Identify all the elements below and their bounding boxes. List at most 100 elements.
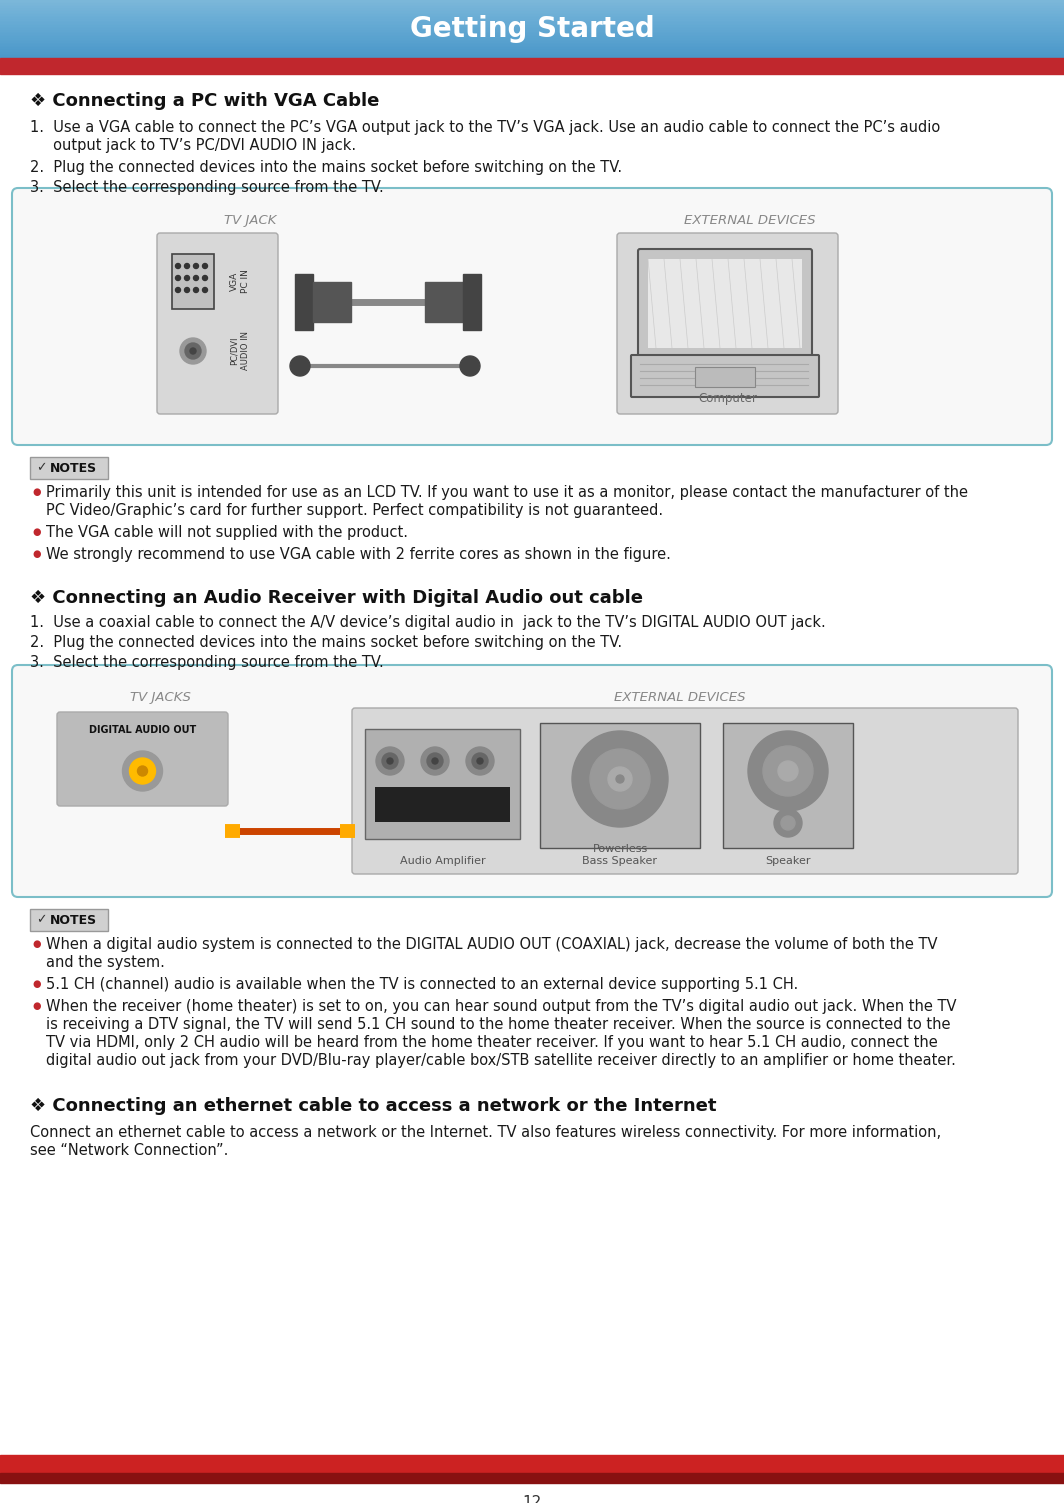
Circle shape bbox=[376, 747, 404, 776]
Bar bbox=[295, 274, 313, 331]
Text: see “Network Connection”.: see “Network Connection”. bbox=[30, 1142, 229, 1157]
Text: NOTES: NOTES bbox=[50, 461, 97, 475]
Bar bbox=[313, 283, 351, 322]
Text: ●: ● bbox=[32, 487, 40, 497]
Text: ●: ● bbox=[32, 528, 40, 537]
FancyBboxPatch shape bbox=[631, 355, 819, 397]
Text: AUDIO IN: AUDIO IN bbox=[242, 332, 250, 371]
Circle shape bbox=[176, 275, 181, 281]
Circle shape bbox=[130, 758, 155, 785]
Circle shape bbox=[608, 767, 632, 791]
Text: and the system.: and the system. bbox=[46, 954, 165, 969]
Text: Connect an ethernet cable to access a network or the Internet. TV also features : Connect an ethernet cable to access a ne… bbox=[30, 1126, 942, 1139]
Text: Getting Started: Getting Started bbox=[410, 15, 654, 44]
Circle shape bbox=[122, 752, 163, 791]
Circle shape bbox=[194, 263, 199, 269]
Circle shape bbox=[591, 748, 650, 809]
Circle shape bbox=[184, 263, 189, 269]
Circle shape bbox=[137, 767, 148, 776]
Bar bbox=[463, 274, 481, 331]
Bar bbox=[648, 259, 802, 349]
Text: PC Video/Graphic’s card for further support. Perfect compatibility is not guaran: PC Video/Graphic’s card for further supp… bbox=[46, 504, 663, 519]
Text: ●: ● bbox=[32, 549, 40, 559]
Circle shape bbox=[176, 263, 181, 269]
Circle shape bbox=[421, 747, 449, 776]
Bar bbox=[0, 1473, 1064, 1483]
Text: ●: ● bbox=[32, 978, 40, 989]
Circle shape bbox=[781, 816, 795, 830]
FancyBboxPatch shape bbox=[352, 708, 1018, 875]
Text: 1.  Use a coaxial cable to connect the A/V device’s digital audio in  jack to th: 1. Use a coaxial cable to connect the A/… bbox=[30, 615, 826, 630]
Text: ❖ Connecting a PC with VGA Cable: ❖ Connecting a PC with VGA Cable bbox=[30, 92, 380, 110]
Text: 5.1 CH (channel) audio is available when the TV is connected to an external devi: 5.1 CH (channel) audio is available when… bbox=[46, 977, 798, 992]
Circle shape bbox=[185, 343, 201, 359]
FancyBboxPatch shape bbox=[57, 712, 228, 806]
Circle shape bbox=[763, 745, 813, 797]
Circle shape bbox=[774, 809, 802, 837]
Text: DIGITAL AUDIO OUT: DIGITAL AUDIO OUT bbox=[89, 724, 196, 735]
Text: EXTERNAL DEVICES: EXTERNAL DEVICES bbox=[614, 691, 746, 703]
Text: 2.  Plug the connected devices into the mains socket before switching on the TV.: 2. Plug the connected devices into the m… bbox=[30, 634, 622, 649]
Circle shape bbox=[202, 275, 207, 281]
Circle shape bbox=[184, 275, 189, 281]
Bar bbox=[375, 788, 510, 822]
Text: ❖ Connecting an ethernet cable to access a network or the Internet: ❖ Connecting an ethernet cable to access… bbox=[30, 1097, 716, 1115]
Text: TV JACKS: TV JACKS bbox=[130, 691, 190, 703]
Bar bbox=[541, 723, 700, 848]
Circle shape bbox=[616, 776, 624, 783]
Bar bbox=[0, 59, 1064, 74]
Circle shape bbox=[477, 758, 483, 764]
Bar bbox=[0, 1455, 1064, 1473]
Text: When a digital audio system is connected to the DIGITAL AUDIO OUT (COAXIAL) jack: When a digital audio system is connected… bbox=[46, 936, 937, 951]
Text: 1.  Use a VGA cable to connect the PC’s VGA output jack to the TV’s VGA jack. Us: 1. Use a VGA cable to connect the PC’s V… bbox=[30, 120, 941, 135]
Bar bbox=[30, 909, 109, 930]
Text: The VGA cable will not supplied with the product.: The VGA cable will not supplied with the… bbox=[46, 525, 408, 540]
Circle shape bbox=[382, 753, 398, 770]
Text: PC IN: PC IN bbox=[242, 269, 250, 293]
Text: Computer: Computer bbox=[698, 392, 757, 404]
Text: Primarily this unit is intended for use as an LCD TV. If you want to use it as a: Primarily this unit is intended for use … bbox=[46, 485, 968, 500]
Circle shape bbox=[572, 730, 668, 827]
Bar bbox=[724, 723, 853, 848]
FancyBboxPatch shape bbox=[157, 233, 278, 413]
Text: Audio Amplifier: Audio Amplifier bbox=[400, 857, 485, 866]
Circle shape bbox=[460, 356, 480, 376]
Circle shape bbox=[194, 275, 199, 281]
Circle shape bbox=[184, 287, 189, 293]
Text: NOTES: NOTES bbox=[50, 914, 97, 926]
Circle shape bbox=[427, 753, 443, 770]
Text: Speaker: Speaker bbox=[765, 857, 811, 866]
Text: digital audio out jack from your DVD/Blu-ray player/cable box/STB satellite rece: digital audio out jack from your DVD/Blu… bbox=[46, 1054, 955, 1069]
Circle shape bbox=[176, 287, 181, 293]
Text: ❖ Connecting an Audio Receiver with Digital Audio out cable: ❖ Connecting an Audio Receiver with Digi… bbox=[30, 589, 643, 607]
Circle shape bbox=[748, 730, 828, 812]
Text: 12: 12 bbox=[522, 1495, 542, 1503]
Circle shape bbox=[202, 263, 207, 269]
Circle shape bbox=[290, 356, 310, 376]
Text: TV via HDMI, only 2 CH audio will be heard from the home theater receiver. If yo: TV via HDMI, only 2 CH audio will be hea… bbox=[46, 1036, 937, 1051]
Circle shape bbox=[202, 287, 207, 293]
FancyBboxPatch shape bbox=[12, 664, 1052, 897]
Text: ●: ● bbox=[32, 939, 40, 948]
FancyBboxPatch shape bbox=[638, 249, 812, 358]
Text: ●: ● bbox=[32, 1001, 40, 1012]
Circle shape bbox=[180, 338, 206, 364]
FancyBboxPatch shape bbox=[12, 188, 1052, 445]
Bar bbox=[365, 729, 520, 839]
Bar bbox=[172, 254, 214, 310]
Text: ✓: ✓ bbox=[36, 461, 47, 475]
Circle shape bbox=[387, 758, 393, 764]
Text: 3.  Select the corresponding source from the TV.: 3. Select the corresponding source from … bbox=[30, 180, 384, 195]
Bar bbox=[695, 367, 755, 386]
Circle shape bbox=[194, 287, 199, 293]
Text: output jack to TV’s PC/DVI AUDIO IN jack.: output jack to TV’s PC/DVI AUDIO IN jack… bbox=[30, 138, 356, 153]
Circle shape bbox=[432, 758, 438, 764]
Text: 2.  Plug the connected devices into the mains socket before switching on the TV.: 2. Plug the connected devices into the m… bbox=[30, 159, 622, 174]
Text: Powerless
Bass Speaker: Powerless Bass Speaker bbox=[582, 845, 658, 866]
Text: When the receiver (home theater) is set to on, you can hear sound output from th: When the receiver (home theater) is set … bbox=[46, 999, 957, 1015]
Circle shape bbox=[778, 761, 798, 782]
Bar bbox=[30, 457, 109, 479]
Text: We strongly recommend to use VGA cable with 2 ferrite cores as shown in the figu: We strongly recommend to use VGA cable w… bbox=[46, 547, 671, 562]
Bar bbox=[425, 283, 463, 322]
Text: 3.  Select the corresponding source from the TV.: 3. Select the corresponding source from … bbox=[30, 655, 384, 670]
